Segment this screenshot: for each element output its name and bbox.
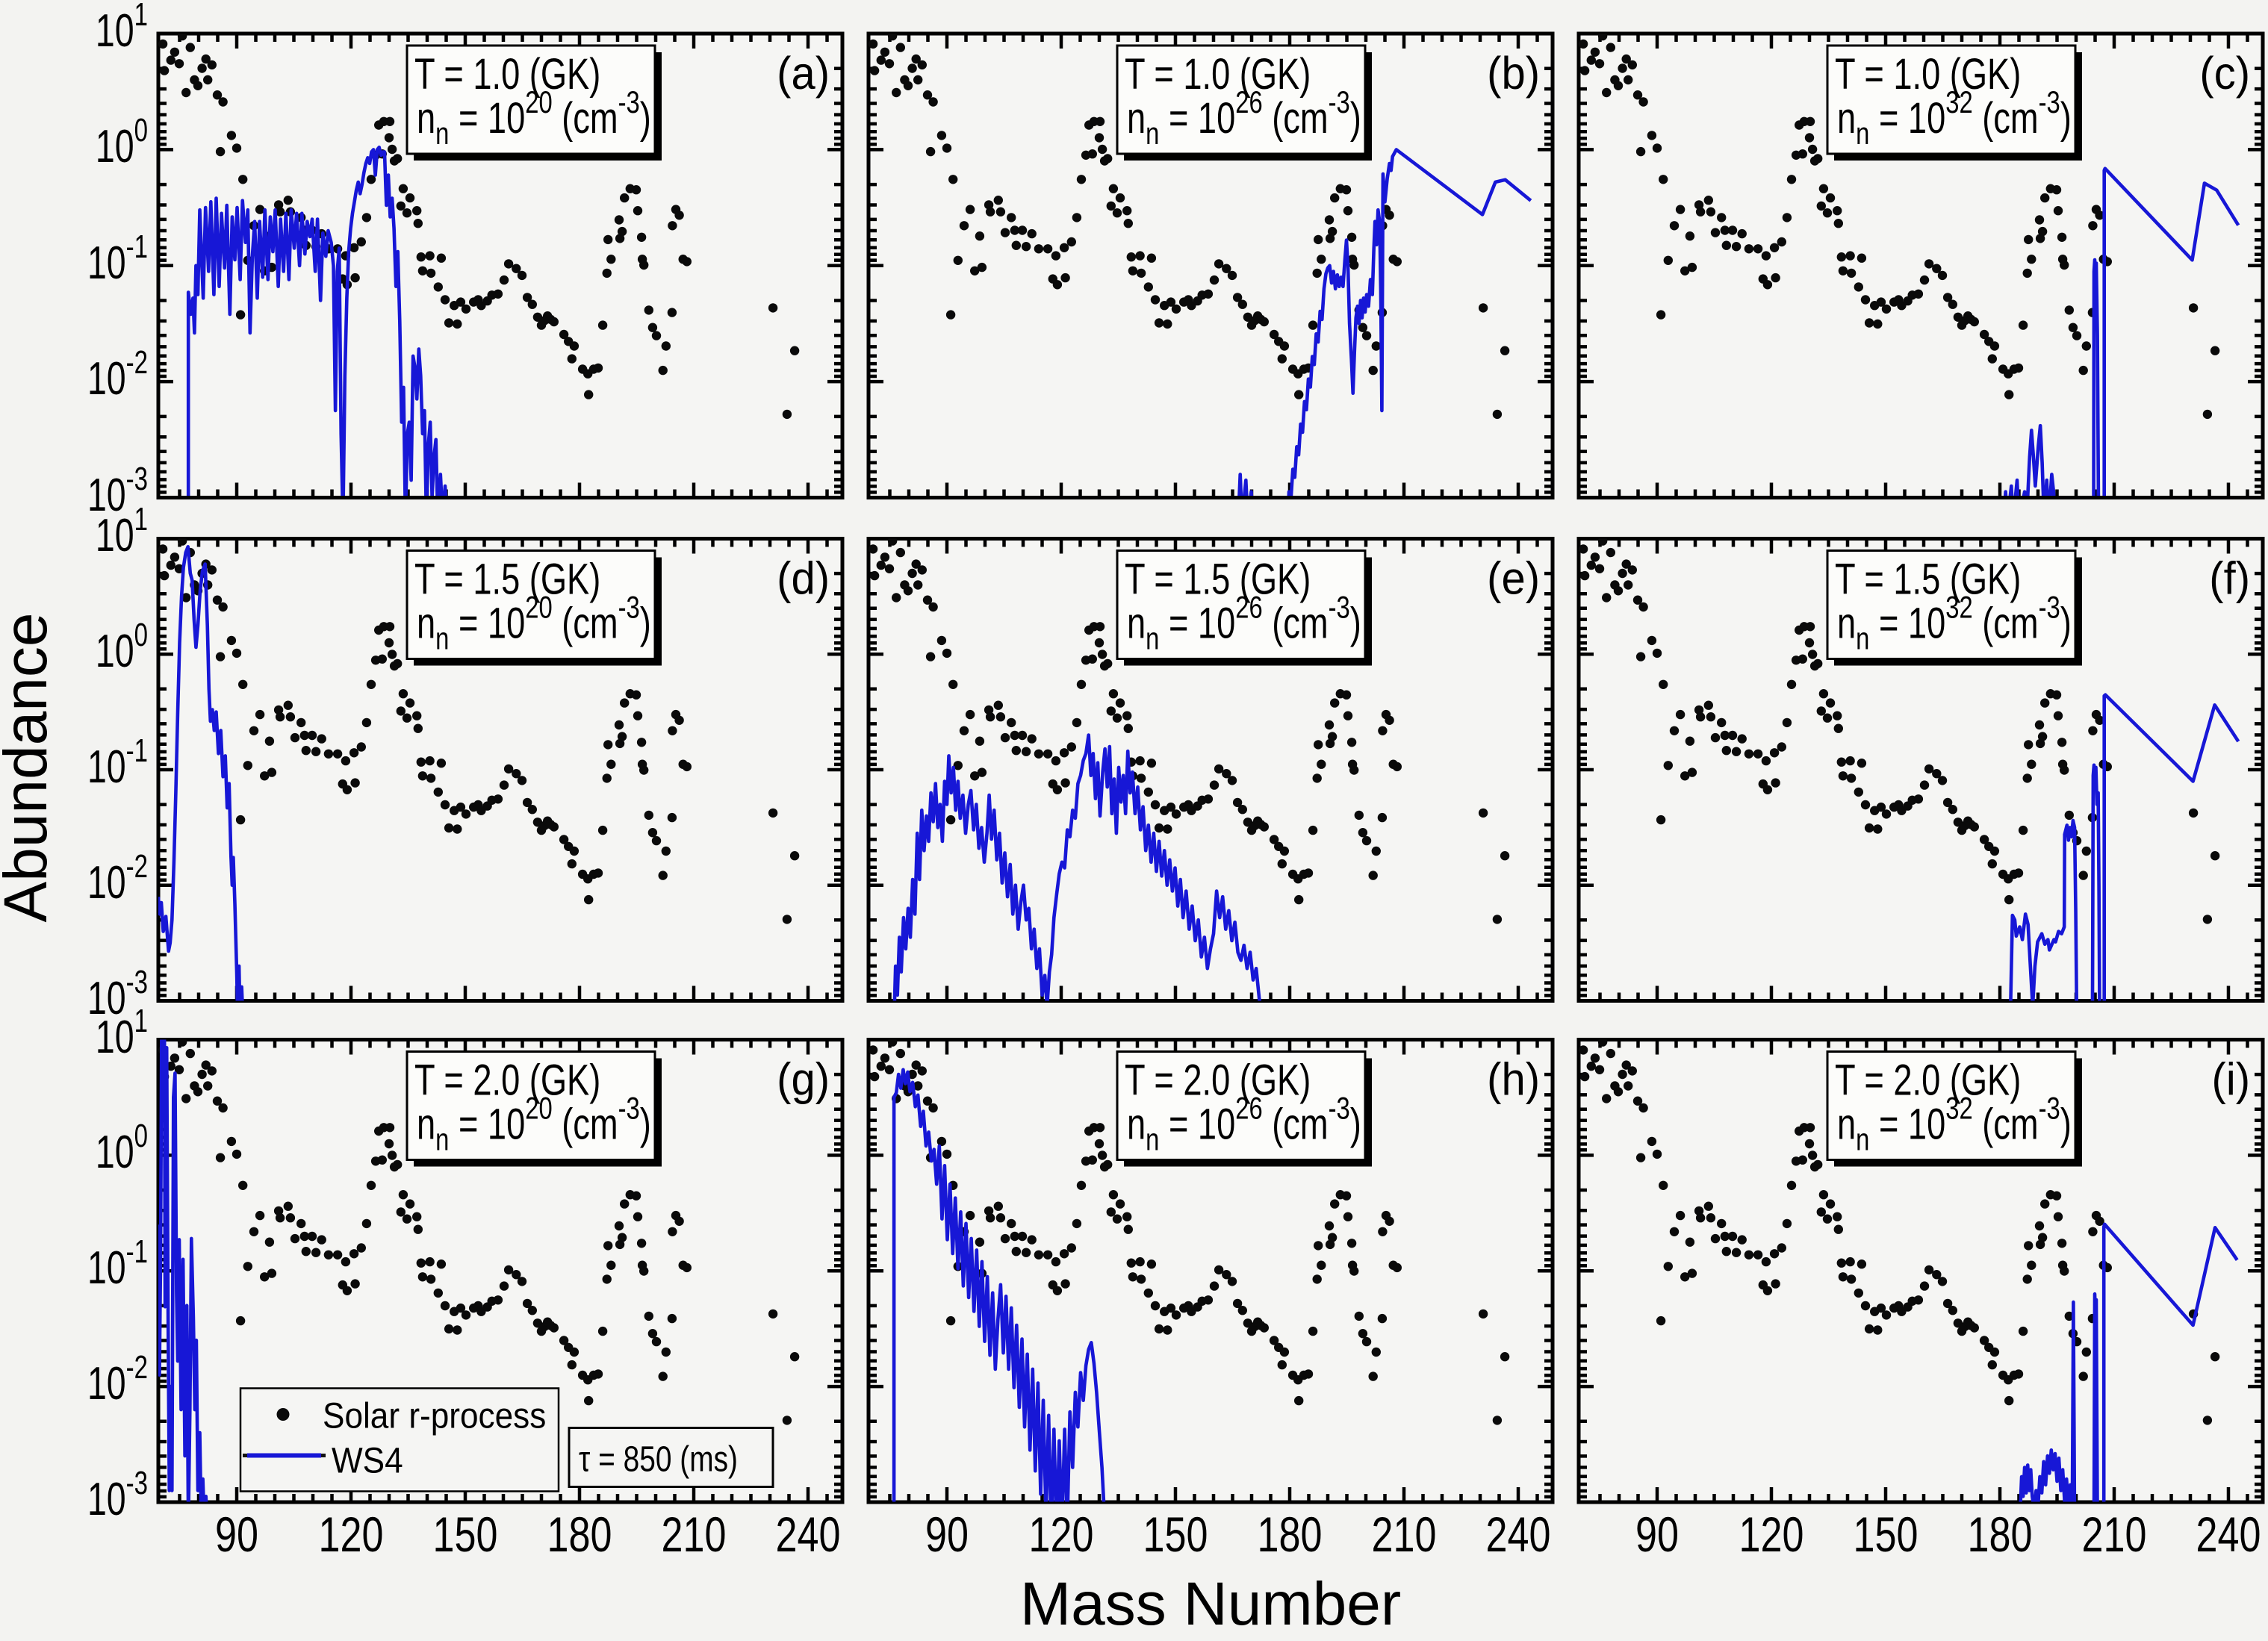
svg-text:(c): (c) [2199,48,2250,99]
svg-text:90: 90 [215,1507,258,1562]
svg-text:120: 120 [1029,1507,1094,1562]
svg-text:180: 180 [1258,1507,1323,1562]
svg-text:210: 210 [1372,1507,1437,1562]
svg-text:(a): (a) [777,48,830,99]
svg-text:240: 240 [1486,1507,1551,1562]
svg-text:T = 1.0 (GK): T = 1.0 (GK) [1125,51,1311,99]
svg-text:Abundance: Abundance [0,613,60,923]
svg-text:τ = 850 (ms): τ = 850 (ms) [579,1439,738,1480]
svg-text:T = 2.0 (GK): T = 2.0 (GK) [1835,1056,2021,1105]
svg-text:(b): (b) [1487,48,1540,99]
svg-text:T = 1.5 (GK): T = 1.5 (GK) [414,555,600,604]
svg-text:WS4: WS4 [332,1440,403,1480]
svg-text:10-3: 10-3 [87,461,148,521]
svg-text:nn = 1026 (cm-3): nn = 1026 (cm-3) [1127,1091,1361,1157]
svg-text:10-3: 10-3 [87,1466,148,1525]
svg-text:nn = 1026 (cm-3): nn = 1026 (cm-3) [1127,590,1361,656]
svg-text:T = 1.5 (GK): T = 1.5 (GK) [1125,555,1311,604]
svg-text:Solar r-process: Solar r-process [323,1395,546,1436]
svg-text:(i): (i) [2212,1053,2250,1105]
svg-text:90: 90 [1635,1507,1679,1562]
svg-text:210: 210 [662,1507,727,1562]
svg-text:180: 180 [1968,1507,2033,1562]
svg-text:150: 150 [1143,1507,1208,1562]
svg-text:180: 180 [547,1507,612,1562]
svg-text:150: 150 [1854,1507,1919,1562]
svg-text:240: 240 [776,1507,841,1562]
svg-text:(g): (g) [777,1053,830,1105]
svg-text:240: 240 [2196,1507,2261,1562]
svg-text:Mass Number: Mass Number [1020,1570,1401,1638]
svg-text:T = 1.0 (GK): T = 1.0 (GK) [414,51,600,99]
svg-text:(e): (e) [1487,552,1540,604]
svg-text:T = 2.0 (GK): T = 2.0 (GK) [414,1056,600,1105]
svg-text:T = 1.5 (GK): T = 1.5 (GK) [1835,555,2021,604]
svg-text:(f): (f) [2209,552,2250,604]
svg-text:T = 2.0 (GK): T = 2.0 (GK) [1125,1056,1311,1105]
svg-text:150: 150 [433,1507,498,1562]
svg-text:90: 90 [925,1507,969,1562]
svg-text:nn = 1032 (cm-3): nn = 1032 (cm-3) [1837,590,2072,656]
svg-text:T = 1.0 (GK): T = 1.0 (GK) [1835,51,2021,99]
svg-text:(d): (d) [777,552,830,604]
svg-text:(h): (h) [1487,1053,1540,1105]
svg-text:120: 120 [1739,1507,1804,1562]
svg-text:120: 120 [319,1507,384,1562]
svg-text:210: 210 [2082,1507,2147,1562]
